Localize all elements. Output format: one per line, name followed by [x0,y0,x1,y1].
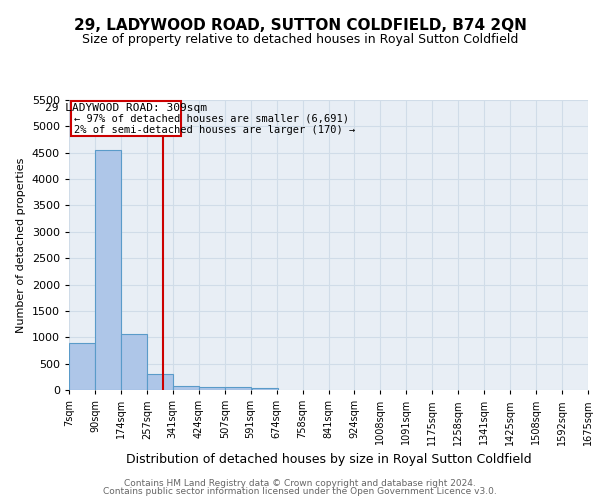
Bar [173,386,199,390]
Bar [121,334,147,390]
Y-axis label: Number of detached properties: Number of detached properties [16,158,26,332]
Text: Contains HM Land Registry data © Crown copyright and database right 2024.: Contains HM Land Registry data © Crown c… [124,478,476,488]
Text: 29 LADYWOOD ROAD: 309sqm: 29 LADYWOOD ROAD: 309sqm [45,103,207,113]
Text: Size of property relative to detached houses in Royal Sutton Coldfield: Size of property relative to detached ho… [82,32,518,46]
X-axis label: Distribution of detached houses by size in Royal Sutton Coldfield: Distribution of detached houses by size … [125,453,532,466]
Bar [69,343,95,390]
Bar [147,374,173,390]
Bar [199,386,226,390]
FancyBboxPatch shape [71,100,181,136]
Bar [226,387,251,390]
Bar [95,150,121,390]
Bar [251,388,278,390]
Text: 29, LADYWOOD ROAD, SUTTON COLDFIELD, B74 2QN: 29, LADYWOOD ROAD, SUTTON COLDFIELD, B74… [74,18,526,32]
Text: 2% of semi-detached houses are larger (170) →: 2% of semi-detached houses are larger (1… [74,124,355,134]
Text: Contains public sector information licensed under the Open Government Licence v3: Contains public sector information licen… [103,487,497,496]
Text: ← 97% of detached houses are smaller (6,691): ← 97% of detached houses are smaller (6,… [74,114,349,124]
